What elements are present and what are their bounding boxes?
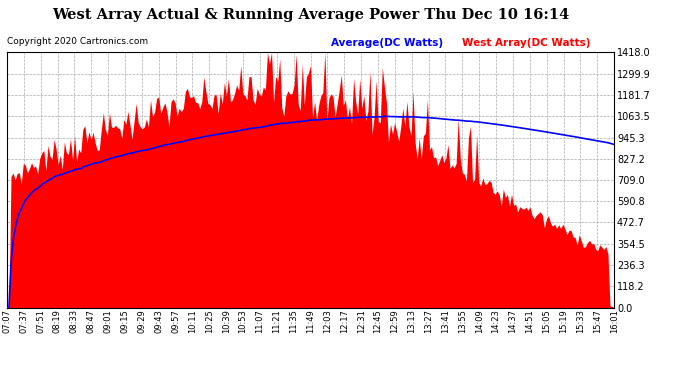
Text: West Array Actual & Running Average Power Thu Dec 10 16:14: West Array Actual & Running Average Powe… <box>52 8 569 21</box>
Text: West Array(DC Watts): West Array(DC Watts) <box>462 38 591 48</box>
Text: Copyright 2020 Cartronics.com: Copyright 2020 Cartronics.com <box>7 38 148 46</box>
Text: Average(DC Watts): Average(DC Watts) <box>331 38 443 48</box>
